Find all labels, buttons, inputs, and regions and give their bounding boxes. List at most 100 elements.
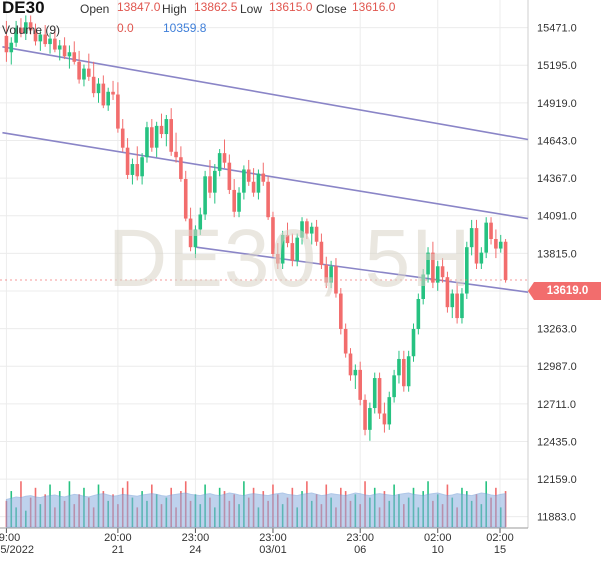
high-label: High [162, 2, 187, 16]
candle-body [339, 293, 343, 329]
x-tick-time: 02:00 [424, 532, 452, 544]
low-value: 13615.0 [269, 0, 313, 14]
candle-body [368, 408, 372, 430]
volume-ma-value: 10359.8 [163, 21, 207, 35]
candle-body [33, 30, 38, 42]
x-tick-date: 21 [112, 544, 124, 556]
candle-body [343, 328, 348, 354]
y-tick-label: 13263.0 [537, 324, 577, 336]
candle-body [324, 264, 329, 283]
candle-body [363, 399, 367, 430]
x-tick-date: 06 [354, 544, 366, 556]
ohlc-legend: DE30 Open 13847.0 High 13862.5 Low 13615… [0, 0, 601, 40]
candle-body [24, 22, 28, 34]
candle-body [479, 252, 484, 264]
candle-body [4, 35, 9, 53]
candle-body [198, 214, 203, 230]
candle-body [28, 22, 33, 31]
candle-body [392, 375, 396, 398]
candle-body [125, 147, 130, 175]
candle-body [285, 234, 290, 244]
candle-body [43, 34, 47, 45]
symbol-title: DE30 [2, 0, 45, 17]
candle-body [440, 266, 445, 278]
volume-label: Volume (9) [2, 23, 61, 37]
candle-body [19, 27, 23, 34]
candle-body [38, 34, 43, 42]
x-tick-time: 09:00 [0, 532, 20, 544]
candle-body [455, 293, 459, 319]
volume-value: 0.0 [117, 21, 134, 35]
candle-body [295, 237, 299, 261]
candle-body [150, 127, 154, 148]
y-tick-label: 14367.0 [537, 173, 577, 185]
candle-body [217, 153, 222, 171]
candle-body [62, 45, 67, 57]
candle-body [503, 241, 508, 281]
x-tick-date: 15 [494, 544, 506, 556]
candle-body [77, 61, 81, 80]
candle-body [309, 226, 314, 234]
candle-body [406, 356, 411, 387]
channel-line [2, 131, 529, 220]
low-label: Low [240, 2, 263, 16]
x-tick-date: 03/01 [259, 544, 287, 556]
high-value: 13862.5 [194, 0, 238, 14]
candle-body [140, 157, 144, 177]
x-tick-date: 24 [189, 544, 201, 556]
candle-body [208, 176, 212, 193]
candle-body [72, 52, 77, 62]
candle-body [57, 45, 62, 50]
candle-body [469, 228, 474, 248]
close-label: Close [316, 2, 347, 16]
candle-body [96, 83, 101, 94]
candle-body [14, 27, 18, 43]
candle-body [266, 181, 270, 218]
candle-body [203, 176, 207, 215]
open-label: Open [80, 2, 110, 16]
candle-body [498, 241, 503, 249]
candle-body [154, 125, 159, 148]
candle-body [213, 170, 217, 193]
candle-body [387, 397, 392, 425]
x-tick-time: 23:00 [259, 532, 287, 544]
candle-body [237, 192, 241, 212]
candle-body [372, 378, 377, 409]
x-tick-date: 10 [432, 544, 444, 556]
x-tick-time: 23:00 [346, 532, 374, 544]
candle-body [397, 358, 401, 376]
candle-body [188, 218, 193, 248]
candle-body [416, 298, 421, 329]
candle-body [435, 266, 440, 283]
candle-body [329, 266, 333, 283]
volume-ma-area [5, 492, 507, 528]
candle-body [445, 277, 450, 308]
candle-body [242, 169, 246, 193]
candle-body [222, 153, 227, 163]
y-tick-label: 13815.0 [537, 248, 577, 260]
candle-body [421, 274, 425, 299]
candle-body [53, 38, 57, 50]
candle-body [116, 94, 120, 129]
candle-body [111, 91, 115, 95]
channel-line [196, 246, 529, 293]
y-tick-label: 14643.0 [537, 135, 577, 147]
candle-body [465, 247, 469, 294]
close-value: 13616.0 [352, 0, 396, 14]
candle-body [489, 222, 493, 240]
y-tick-label: 11883.0 [537, 512, 576, 524]
candle-body [135, 164, 140, 177]
candle-body [305, 221, 309, 234]
y-tick-label: 12159.0 [537, 474, 577, 486]
candle-body [460, 293, 464, 319]
candle-body [174, 151, 178, 158]
candle-body [120, 128, 125, 148]
y-tick-label: 15471.0 [537, 23, 577, 35]
candle-body [183, 179, 188, 219]
y-tick-label: 12987.0 [537, 361, 577, 373]
candle-body [261, 173, 266, 182]
candle-body [159, 125, 164, 135]
candle-body [431, 252, 435, 283]
